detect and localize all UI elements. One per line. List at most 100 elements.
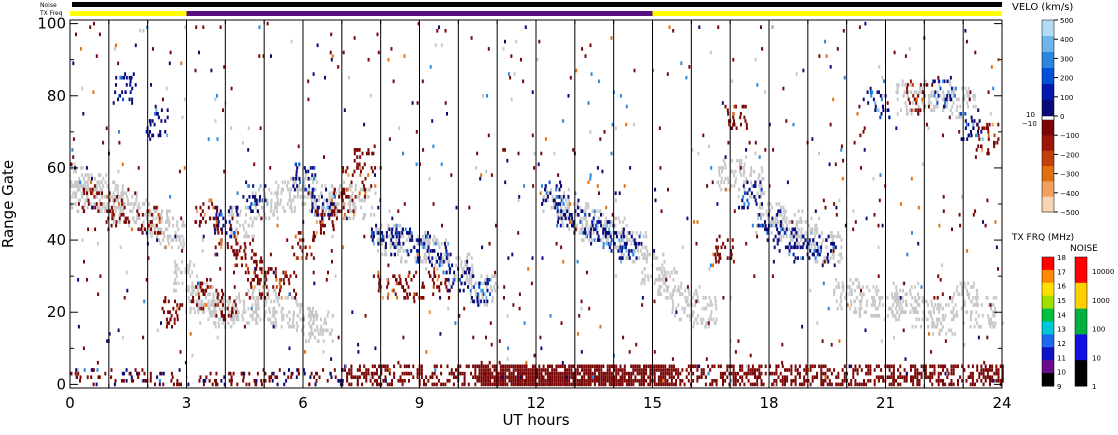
ground-scatter-cell xyxy=(966,90,969,94)
near-range-cell xyxy=(371,364,374,369)
near-range-cell xyxy=(664,379,667,383)
ground-scatter-cell xyxy=(591,209,594,213)
near-range-cell xyxy=(623,379,626,383)
ground-scatter-cell xyxy=(783,213,786,217)
near-range-cell xyxy=(820,364,823,369)
positive-velocity-cell xyxy=(264,198,267,203)
ground-scatter-cell xyxy=(636,241,639,246)
ground-scatter-cell xyxy=(245,213,247,217)
near-range-cell xyxy=(348,382,351,387)
ground-scatter-cell xyxy=(859,292,862,296)
near-range-cell xyxy=(653,382,656,387)
ground-scatter-cell xyxy=(895,317,898,322)
ground-scatter-cell xyxy=(73,191,76,195)
scatter-cell xyxy=(724,155,727,159)
ground-scatter-cell xyxy=(249,314,252,318)
positive-velocity-cell xyxy=(117,97,119,102)
ground-scatter-cell xyxy=(272,306,275,311)
positive-velocity-cell xyxy=(154,104,157,109)
ground-scatter-cell xyxy=(967,281,970,286)
positive-velocity-cell xyxy=(382,238,385,242)
negative-velocity-cell xyxy=(427,270,430,275)
ground-scatter-cell xyxy=(236,306,239,311)
ground-scatter-cell xyxy=(320,328,323,333)
ground-scatter-cell xyxy=(104,209,107,213)
near-range-cell xyxy=(564,368,566,372)
ground-scatter-cell xyxy=(397,249,400,253)
ground-scatter-cell xyxy=(833,292,836,296)
ground-scatter-cell xyxy=(93,202,96,206)
near-range-cell xyxy=(854,382,857,387)
ground-scatter-cell xyxy=(274,191,277,195)
ground-scatter-cell xyxy=(218,306,221,311)
positive-velocity-cell xyxy=(570,213,573,217)
positive-velocity-cell xyxy=(559,223,562,228)
near-range-cell xyxy=(585,371,588,376)
ground-scatter-cell xyxy=(848,292,851,296)
near-range-cell xyxy=(393,375,396,379)
ground-scatter-cell xyxy=(133,220,136,224)
positive-velocity-cell xyxy=(327,213,330,217)
near-range-cell xyxy=(993,371,996,376)
ground-scatter-cell xyxy=(383,245,386,250)
ground-scatter-cell xyxy=(606,234,609,239)
positive-velocity-cell xyxy=(419,238,422,242)
ground-scatter-cell xyxy=(112,191,115,195)
ground-scatter-cell xyxy=(252,234,255,239)
ground-scatter-cell xyxy=(343,180,346,185)
ground-scatter-cell xyxy=(839,296,842,300)
ground-scatter-cell xyxy=(422,238,425,242)
positive-velocity-cell xyxy=(407,252,410,257)
ground-scatter-cell xyxy=(641,278,644,282)
ground-scatter-cell xyxy=(942,314,944,318)
near-range-cell xyxy=(405,371,408,376)
positive-velocity-cell xyxy=(933,94,936,98)
ground-scatter-cell xyxy=(492,274,494,278)
ground-scatter-cell xyxy=(299,187,302,192)
ground-scatter-cell xyxy=(275,292,277,296)
positive-velocity-cell xyxy=(468,267,471,271)
near-range-cell xyxy=(467,382,470,387)
near-range-cell xyxy=(939,364,942,369)
positive-velocity-cell xyxy=(738,205,740,210)
ground-scatter-cell xyxy=(592,231,595,235)
positive-velocity-cell xyxy=(385,231,388,235)
ground-scatter-cell xyxy=(671,306,674,311)
ground-scatter-cell xyxy=(858,299,861,304)
near-range-cell xyxy=(984,379,987,383)
near-range-cell xyxy=(837,375,840,379)
ground-scatter-cell xyxy=(396,245,399,250)
ground-scatter-cell xyxy=(218,299,221,304)
positive-velocity-cell xyxy=(742,205,745,210)
ground-scatter-cell xyxy=(156,234,158,239)
ground-scatter-cell xyxy=(71,195,74,199)
ground-scatter-cell xyxy=(264,303,267,307)
near-range-cell xyxy=(995,379,998,383)
positive-velocity-cell xyxy=(129,90,132,94)
ground-scatter-cell xyxy=(674,270,677,275)
positive-velocity-cell xyxy=(391,227,394,232)
positive-velocity-cell xyxy=(799,245,802,250)
near-range-cell xyxy=(892,364,895,369)
ground-scatter-cell xyxy=(680,285,683,289)
near-range-cell xyxy=(484,379,487,383)
negative-velocity-cell xyxy=(981,148,984,152)
ground-scatter-cell xyxy=(88,176,91,181)
near-range-cell xyxy=(809,368,812,372)
near-range-cell xyxy=(899,382,902,387)
near-range-cell xyxy=(557,371,560,376)
ground-scatter-cell xyxy=(627,238,630,242)
negative-velocity-cell xyxy=(720,245,723,250)
near-range-cell xyxy=(591,364,594,369)
near-range-cell xyxy=(649,379,652,383)
near-range-cell xyxy=(790,371,793,376)
near-range-cell xyxy=(356,368,359,372)
positive-velocity-cell xyxy=(618,238,621,242)
ground-scatter-cell xyxy=(180,270,183,275)
ground-scatter-cell xyxy=(932,321,935,325)
ground-scatter-cell xyxy=(950,328,953,333)
ground-scatter-cell xyxy=(758,173,760,177)
positive-velocity-cell xyxy=(147,133,150,138)
positive-velocity-cell xyxy=(250,202,253,206)
negative-velocity-cell xyxy=(259,267,262,271)
